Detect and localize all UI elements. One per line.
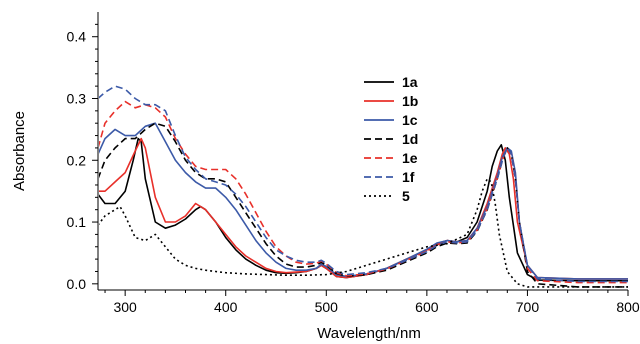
series-line-1b xyxy=(99,137,628,280)
y-tick-label: 0.4 xyxy=(67,29,87,45)
x-tick-label: 800 xyxy=(616,299,640,315)
series-line-1f xyxy=(99,85,628,283)
legend-label-1a: 1a xyxy=(402,74,418,90)
y-axis-title: Absorbance xyxy=(11,111,28,191)
legend-label-1d: 1d xyxy=(402,131,418,147)
series-line-1c xyxy=(99,122,628,280)
legend-label-1f: 1f xyxy=(402,169,415,185)
series-lines xyxy=(99,85,628,288)
x-tick-label: 700 xyxy=(516,299,540,315)
x-tick-label: 400 xyxy=(214,299,238,315)
legend-label-1e: 1e xyxy=(402,150,418,166)
legend: 1a 1b 1c 1d 1e 1f 5 xyxy=(364,74,418,204)
x-tick-label: 500 xyxy=(315,299,339,315)
x-tick-label: 300 xyxy=(113,299,137,315)
series-line-1d xyxy=(99,122,628,288)
legend-label-5: 5 xyxy=(402,188,410,204)
y-tick-label: 0.1 xyxy=(67,214,87,230)
axes: 300 400 500 600 700 800 0.0 0.1 0.2 0.3 0.4 Wavelen… xyxy=(11,12,640,342)
legend-label-1c: 1c xyxy=(402,112,418,128)
series-line-1e xyxy=(99,100,628,284)
x-tick-label: 600 xyxy=(415,299,439,315)
y-tick-label: 0.2 xyxy=(67,152,87,168)
series-line-5 xyxy=(99,178,628,288)
series-line-1a xyxy=(99,137,628,282)
y-tick-label: 0.0 xyxy=(67,276,87,292)
x-axis-title: Wavelength/nm xyxy=(317,325,421,342)
legend-label-1b: 1b xyxy=(402,93,418,109)
y-tick-label: 0.3 xyxy=(67,90,87,106)
